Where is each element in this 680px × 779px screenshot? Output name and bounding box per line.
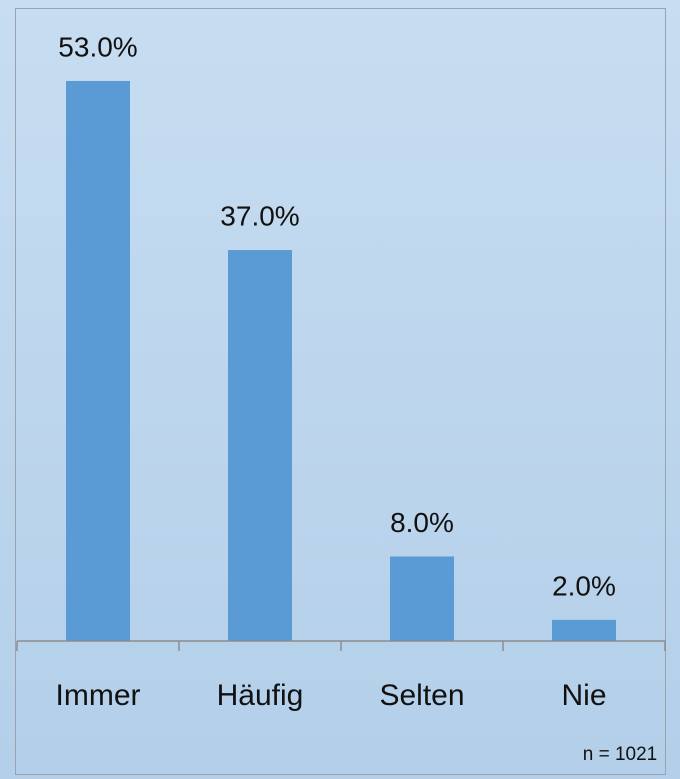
bar (66, 80, 130, 641)
chart-border (15, 8, 666, 775)
value-label: 37.0% (220, 200, 299, 231)
bar (228, 250, 292, 642)
x-tick-label: Selten (379, 679, 464, 712)
value-label: 2.0% (552, 570, 616, 601)
value-label: 8.0% (390, 507, 454, 538)
x-tick-label: Häufig (217, 679, 304, 712)
x-tick-label: Immer (56, 679, 141, 712)
annotation: n = 1021 (583, 744, 658, 765)
bar (390, 556, 454, 641)
bar (552, 619, 616, 641)
x-tick-label: Nie (561, 679, 606, 712)
value-label: 53.0% (58, 31, 137, 62)
